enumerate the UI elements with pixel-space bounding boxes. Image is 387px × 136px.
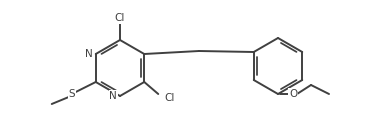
Text: O: O bbox=[289, 89, 297, 99]
Text: N: N bbox=[85, 49, 93, 59]
Text: S: S bbox=[68, 89, 75, 99]
Text: N: N bbox=[109, 91, 117, 101]
Text: Cl: Cl bbox=[115, 13, 125, 23]
Text: Cl: Cl bbox=[164, 93, 175, 103]
